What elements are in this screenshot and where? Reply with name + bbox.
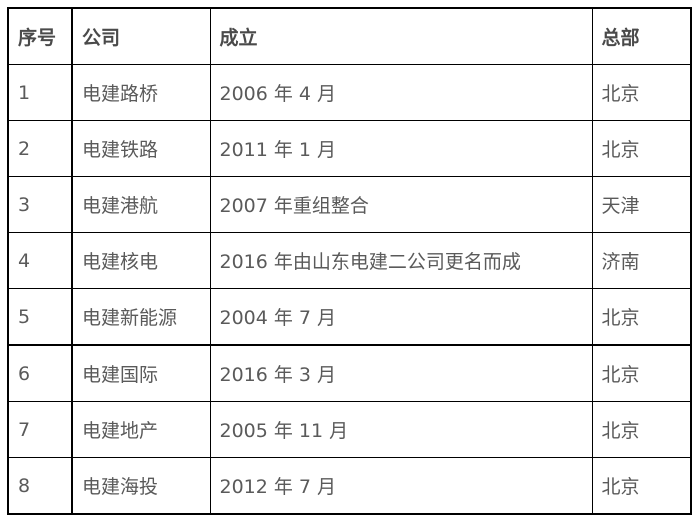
cell-index: 3: [7, 176, 73, 233]
table-row: 7 电建地产 2005 年 11 月北京: [7, 401, 692, 458]
cell-hq: 天津: [591, 176, 692, 233]
table-row: 4 电建核电 2016 年由山东电建二公司更名而成 济南: [7, 232, 692, 289]
table-row: 6 电建国际 2016 年 3 月北京: [7, 344, 692, 402]
cell-index: 6: [7, 344, 73, 402]
cell-hq: 北京: [591, 401, 692, 458]
cell-index: 2: [7, 120, 73, 177]
header-company: 公司: [71, 7, 211, 65]
cell-index: 8: [7, 457, 73, 515]
table-row: 1 电建路桥 2006 年 4 月北京: [7, 64, 692, 121]
cell-founded: 2012 年 7 月: [209, 457, 593, 515]
cell-founded: 2016 年由山东电建二公司更名而成: [209, 232, 593, 289]
cell-company: 电建海投: [71, 457, 211, 515]
cell-index: 5: [7, 288, 73, 346]
cell-company: 电建新能源: [71, 288, 211, 346]
cell-hq: 济南: [591, 232, 692, 289]
cell-hq: 北京: [591, 457, 692, 515]
cell-company: 电建港航: [71, 176, 211, 233]
cell-founded: 2005 年 11 月: [209, 401, 593, 458]
header-hq: 总部: [591, 7, 692, 65]
companies-table: 序号 公司 成立 总部 1 电建路桥 2006 年 4 月北京 2 电建铁路 2011 年…: [7, 7, 692, 515]
cell-hq: 北京: [591, 64, 692, 121]
cell-hq: 北京: [591, 120, 692, 177]
table-row: 5 电建新能源 2004 年 7 月北京: [7, 288, 692, 346]
cell-company: 电建路桥: [71, 64, 211, 121]
cell-founded: 2006 年 4 月: [209, 64, 593, 121]
cell-founded: 2011 年 1 月: [209, 120, 593, 177]
table-row: 2 电建铁路 2011 年 1 月北京: [7, 120, 692, 177]
cell-index: 4: [7, 232, 73, 289]
cell-company: 电建国际: [71, 344, 211, 402]
cell-index: 7: [7, 401, 73, 458]
cell-index: 1: [7, 64, 73, 121]
header-index: 序号: [7, 7, 73, 65]
cell-founded: 2016 年 3 月: [209, 344, 593, 402]
header-founded: 成立: [209, 7, 593, 65]
header-row: 序号 公司 成立 总部: [7, 7, 692, 65]
cell-company: 电建地产: [71, 401, 211, 458]
table-row: 3 电建港航 2007 年重组整合 天津: [7, 176, 692, 233]
cell-hq: 北京: [591, 344, 692, 402]
cell-founded: 2004 年 7 月: [209, 288, 593, 346]
cell-company: 电建铁路: [71, 120, 211, 177]
cell-company: 电建核电: [71, 232, 211, 289]
cell-hq: 北京: [591, 288, 692, 346]
cell-founded: 2007 年重组整合: [209, 176, 593, 233]
table-row: 8 电建海投 2012 年 7 月北京: [7, 457, 692, 515]
